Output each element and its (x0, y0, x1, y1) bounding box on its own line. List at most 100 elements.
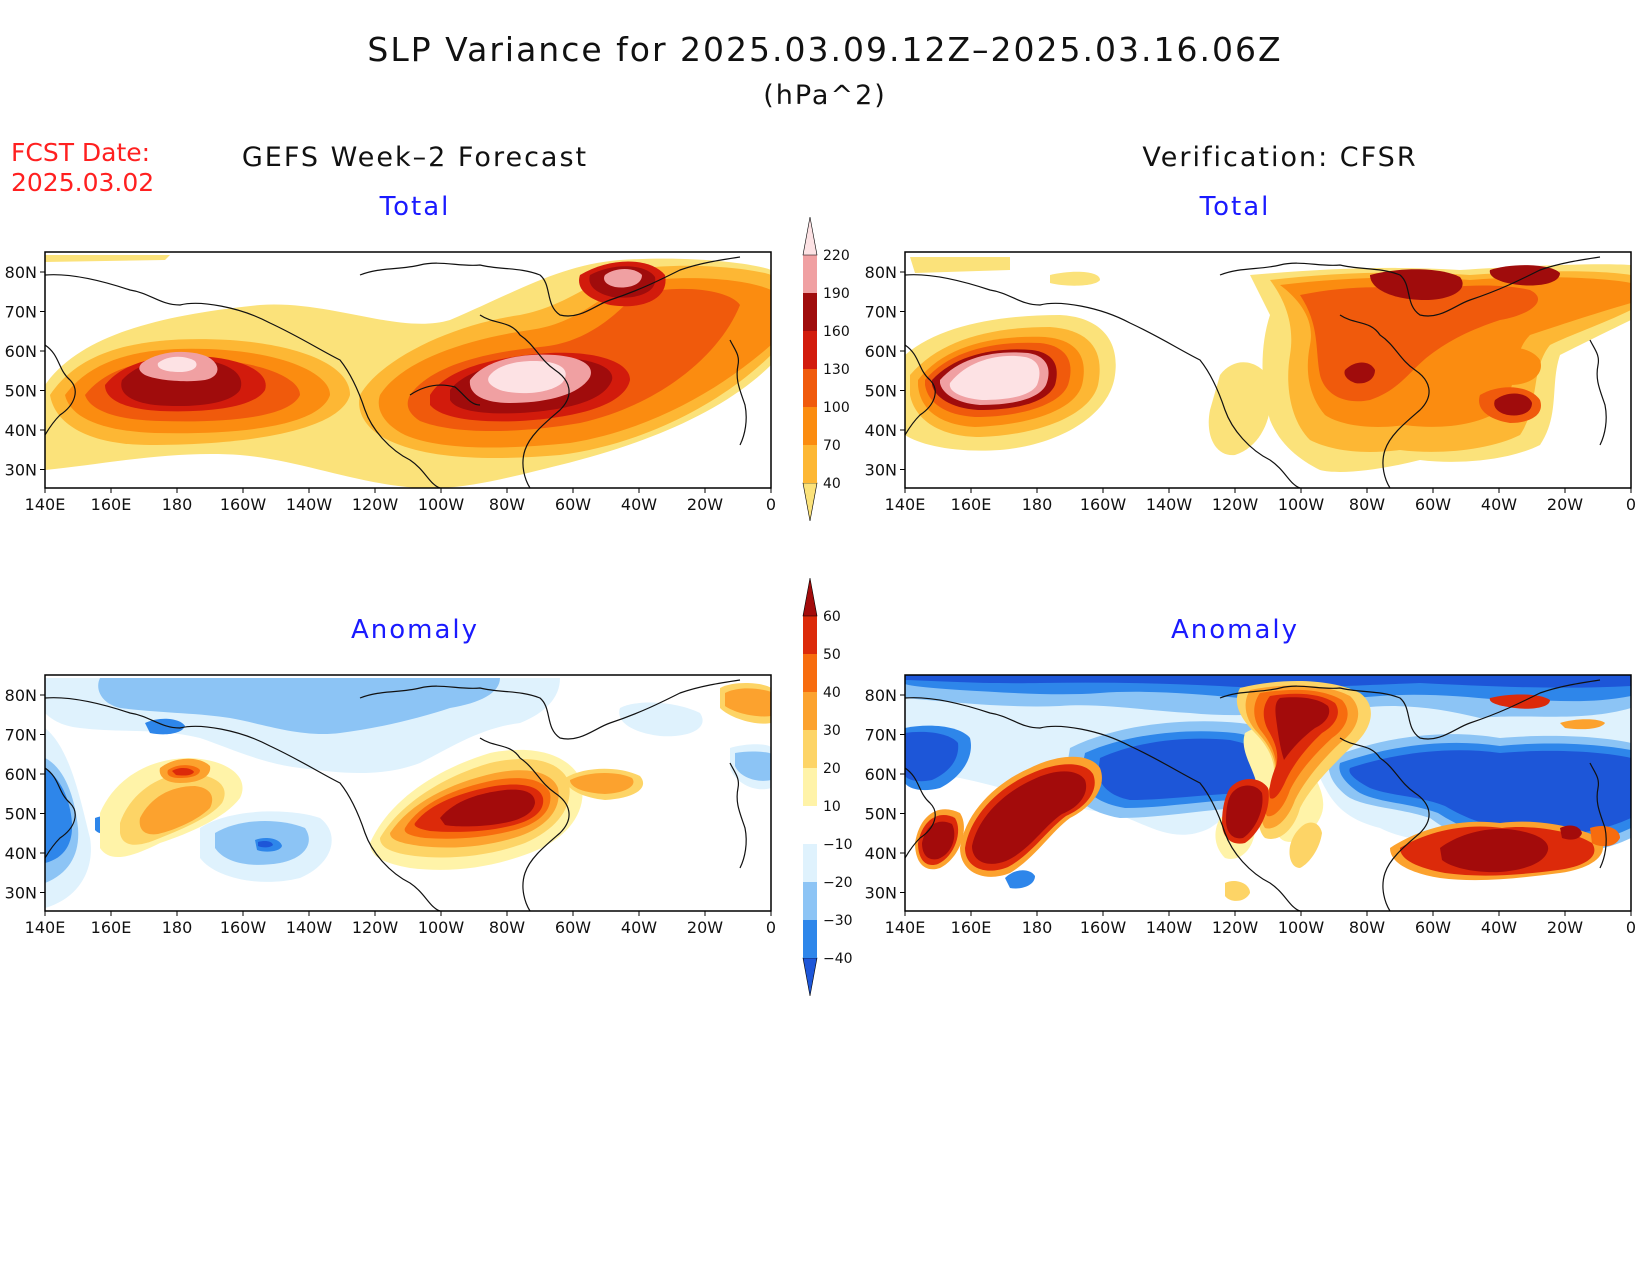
map-svg: 80N 70N 60N 50N 40N 30N 140E 160E 180 160W 140W 120… (865, 674, 1636, 937)
lon-tick-label: 140W (286, 495, 333, 514)
lat-tick-label: 40N (865, 844, 897, 863)
lon-tick-label: 160E (951, 495, 992, 514)
lon-tick-label: 160W (1080, 918, 1127, 937)
lon-tick-label: 140E (25, 495, 66, 514)
map-verification-anomaly: 80N 70N 60N 50N 40N 30N 140E 160E 180 160W 140W 120… (860, 668, 1640, 948)
lat-tick-label: 80N (865, 686, 897, 705)
lat-tick-label: 40N (5, 844, 37, 863)
lon-tick-label: 0 (1626, 918, 1636, 937)
lon-tick-label: 20W (687, 495, 723, 514)
lon-tick-label: 60W (555, 918, 591, 937)
lat-tick-label: 70N (865, 303, 897, 322)
lon-tick-label: 100W (418, 495, 465, 514)
lon-tick-label: 60W (555, 495, 591, 514)
lat-tick-label: 50N (865, 382, 897, 401)
lon-tick-label: 20W (687, 918, 723, 937)
colorbar-swatch (803, 844, 817, 882)
lon-tick-label: 20W (1547, 918, 1583, 937)
colorbar-level-label: 220 (823, 248, 850, 264)
lon-tick-label: 180 (1022, 918, 1053, 937)
panel-title-verification-anomaly: Anomaly (1170, 615, 1300, 645)
lat-tick-label: 80N (865, 263, 897, 282)
lon-tick-label: 160W (1080, 495, 1127, 514)
lon-tick-label: 160E (91, 495, 132, 514)
colorbar-level-label: 40 (823, 476, 841, 492)
lon-tick-label: 120W (352, 918, 399, 937)
colorbar-total-svg: 40 70 100 130 160 190 220 (802, 216, 850, 522)
colorbar-level-label: 160 (823, 324, 850, 340)
panel-title-forecast-anomaly: Anomaly (350, 615, 480, 645)
lon-tick-label: 160E (951, 918, 992, 937)
lon-tick-label: 120W (1212, 918, 1259, 937)
colorbar-swatch (803, 806, 817, 844)
colorbar-total: 40 70 100 130 160 190 220 (795, 205, 865, 535)
colorbar-swatch (803, 616, 817, 654)
colorbar-swatch (803, 730, 817, 768)
right-column-title: Verification: CFSR (1142, 142, 1418, 173)
figure-units: (hPa^2) (763, 80, 887, 111)
lon-tick-label: 160W (220, 918, 267, 937)
lon-tick-label: 40W (1481, 495, 1517, 514)
forecast-date-label: FCST Date: (11, 138, 151, 167)
colorbar-swatch (803, 293, 817, 331)
colorbar-level-label: −10 (823, 837, 853, 853)
figure-title: SLP Variance for 2025.03.09.12Z–2025.03.… (367, 30, 1283, 69)
lon-tick-label: 180 (162, 918, 193, 937)
lon-tick-label: 140W (1146, 918, 1193, 937)
colorbar-swatch (802, 957, 818, 997)
lat-tick-label: 50N (5, 805, 37, 824)
forecast-date-value: 2025.03.02 (11, 168, 155, 197)
left-column-title: GEFS Week–2 Forecast (241, 142, 589, 173)
lon-tick-label: 80W (489, 495, 525, 514)
lat-tick-label: 70N (5, 726, 37, 745)
lon-tick-label: 0 (1626, 495, 1636, 514)
lat-tick-label: 30N (5, 461, 37, 480)
colorbar-level-label: 130 (823, 362, 850, 378)
lon-tick-label: 20W (1547, 495, 1583, 514)
lon-tick-label: 100W (1278, 495, 1325, 514)
map-svg: 80N 70N 60N 50N 40N 30N 140E 160E 180 160W 140W 120… (865, 251, 1636, 514)
colorbar-level-label: 70 (823, 438, 841, 454)
lon-tick-label: 80W (1349, 918, 1385, 937)
map-forecast-total: 80N 70N 60N 50N 40N 30N 140E 160E 180 160W 140W 120… (0, 245, 780, 525)
colorbar-swatch (803, 654, 817, 692)
panel-title-verification-total: Total (1199, 192, 1271, 222)
lat-tick-label: 60N (5, 342, 37, 361)
colorbar-swatch (803, 882, 817, 920)
lon-tick-label: 140W (286, 918, 333, 937)
colorbar-swatch (803, 255, 817, 293)
colorbar-swatch (803, 331, 817, 369)
lon-tick-label: 0 (766, 495, 776, 514)
lat-tick-label: 60N (865, 765, 897, 784)
colorbar-level-label: 20 (823, 761, 841, 777)
lon-tick-label: 140E (885, 918, 926, 937)
lat-tick-label: 70N (5, 303, 37, 322)
lon-tick-label: 80W (489, 918, 525, 937)
lon-tick-label: 160E (91, 918, 132, 937)
colorbar-level-label: 40 (823, 685, 841, 701)
lat-tick-label: 50N (865, 805, 897, 824)
colorbar-level-label: 10 (823, 799, 841, 815)
colorbar-level-label: 190 (823, 286, 850, 302)
colorbar-swatch (802, 482, 818, 522)
lat-tick-label: 50N (5, 382, 37, 401)
lon-tick-label: 100W (1278, 918, 1325, 937)
colorbar-swatch (803, 692, 817, 730)
lon-tick-label: 120W (352, 495, 399, 514)
colorbar-swatch (803, 768, 817, 806)
lon-tick-label: 40W (621, 495, 657, 514)
map-svg: 80N 70N 60N 50N 40N 30N 140E 160E 180 160W 140W 120… (5, 251, 776, 514)
lon-tick-label: 60W (1415, 918, 1451, 937)
lon-tick-label: 180 (162, 495, 193, 514)
lat-tick-label: 30N (5, 884, 37, 903)
lon-tick-label: 40W (1481, 918, 1517, 937)
lon-tick-label: 100W (418, 918, 465, 937)
panel-title-forecast-total: Total (379, 192, 451, 222)
lon-tick-label: 40W (621, 918, 657, 937)
map-forecast-anomaly: 80N 70N 60N 50N 40N 30N 140E 160E 180 160W 140W 120… (0, 668, 780, 948)
colorbar-swatch (803, 369, 817, 407)
colorbar-level-label: −30 (823, 913, 853, 929)
lon-tick-label: 80W (1349, 495, 1385, 514)
lat-tick-label: 70N (865, 726, 897, 745)
lon-tick-label: 140E (25, 918, 66, 937)
